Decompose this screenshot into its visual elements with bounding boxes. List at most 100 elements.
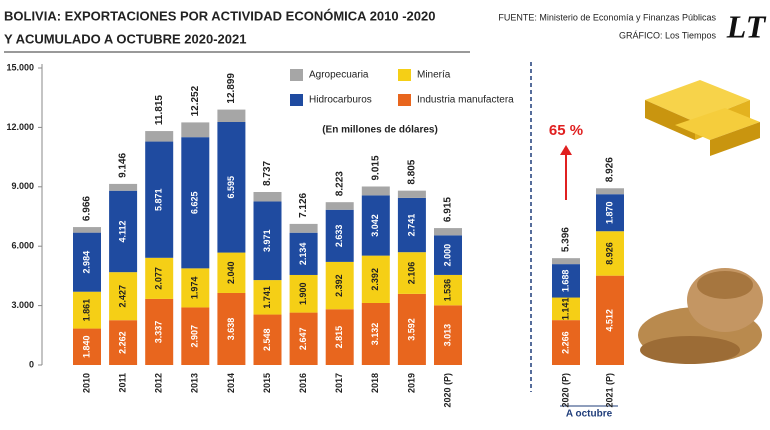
bar-segment [289,274,318,313]
bar-segment [145,257,174,299]
total-label: 6.966 [82,196,93,221]
legend-swatch [290,94,303,106]
bar-segment [596,231,624,276]
bar-segment [397,197,426,253]
bar-segment [289,312,318,365]
y-tick-label: 0 [29,359,34,369]
bar-segment [596,275,624,365]
value-label: 6.595 [226,176,236,199]
bar-segment [325,209,354,262]
bar-segment [434,228,462,236]
value-label: 3.337 [154,321,164,344]
x-tick-label: 2016 [298,373,308,393]
legend-label: Minería [417,70,451,81]
total-label: 11.815 [154,95,165,125]
value-label: 2.266 [560,331,570,354]
value-label: 2.984 [81,251,91,274]
value-label: 2.741 [406,214,416,237]
bar-segment [361,302,390,365]
x-tick-label: 2020 (P) [442,373,452,408]
total-label: 8.926 [605,157,616,182]
unit-note: (En millones de dólares) [322,125,438,136]
x-tick-label: 2010 [81,373,91,393]
value-label: 2.262 [117,331,127,354]
bar-segment [434,305,462,365]
bar-segment [552,320,580,365]
y-tick-label: 3.000 [11,300,34,310]
value-label: 8.926 [604,242,614,265]
bar-segment [217,109,246,122]
x-tick-label: 2021 (P) [604,373,614,408]
bar-segment [325,309,354,365]
bar-segment [434,274,462,306]
value-label: 2.647 [298,328,308,351]
total-label: 6.915 [443,197,454,222]
value-label: 1.688 [560,270,570,293]
legend-swatch [290,69,303,81]
legend-label: Agropecuaria [309,70,369,81]
bar-segment [109,183,138,191]
bar-segment [217,121,246,253]
x-tick-label: 2013 [190,373,200,393]
total-label: 8.737 [262,161,273,186]
bar-segment [361,255,390,303]
x-tick-label: 2011 [117,373,127,393]
bar-segment [397,190,426,198]
grain-illustration [638,268,763,364]
bar-segment [289,232,318,275]
value-label: 3.971 [262,229,272,252]
bar-segment [253,201,282,281]
bar-segment [145,298,174,365]
total-label: 7.126 [298,192,309,217]
value-label: 2.000 [442,244,452,267]
bar-segment [73,227,101,233]
bar-segment [552,258,580,265]
legend-swatch [398,69,411,81]
x-tick-label: 2017 [334,373,344,393]
value-label: 2.907 [190,325,200,348]
bar-segment [552,297,580,321]
value-label: 1.141 [560,298,570,321]
bar-segment [217,252,246,293]
value-label: 2.427 [117,285,127,308]
credit: GRÁFICO: Los Tiempos [619,30,717,40]
value-label: 4.112 [117,220,127,242]
y-tick-label: 9.000 [11,181,34,191]
bar-segment [181,307,210,365]
total-label: 9.146 [118,152,129,177]
y-tick-label: 12.000 [6,122,34,132]
bar-segment [253,280,282,315]
bar-segment [434,235,462,275]
value-label: 1.870 [604,201,614,224]
total-label: 12.899 [226,73,237,104]
value-label: 3.132 [370,323,380,346]
bar-segment [109,190,138,273]
value-label: 5.871 [154,188,164,211]
period-label: A octubre [566,409,613,420]
growth-arrow-head [560,145,572,155]
value-label: 2.548 [262,329,272,352]
bar-segment [253,314,282,365]
value-label: 1.900 [298,283,308,306]
value-label: 2.392 [370,268,380,291]
x-tick-label: 2014 [226,373,236,393]
gold-illustration [645,80,760,156]
y-tick-label: 15.000 [6,62,34,72]
bar-segment [145,141,174,258]
bar-segment [397,252,426,294]
value-label: 2.134 [298,243,308,266]
x-tick-label: 2018 [370,373,380,393]
total-label: 8.805 [407,159,418,184]
bar-segment [73,291,101,329]
bar-segment [289,223,318,233]
bar-segment [109,272,138,321]
x-tick-label: 2015 [262,373,272,393]
bar-segment [552,264,580,298]
value-label: 1.974 [190,277,200,300]
value-label: 3.042 [370,214,380,237]
value-label: 4.512 [604,309,614,332]
logo: LT [726,8,767,44]
x-tick-label: 2019 [406,373,416,393]
bar-segment [109,320,138,365]
